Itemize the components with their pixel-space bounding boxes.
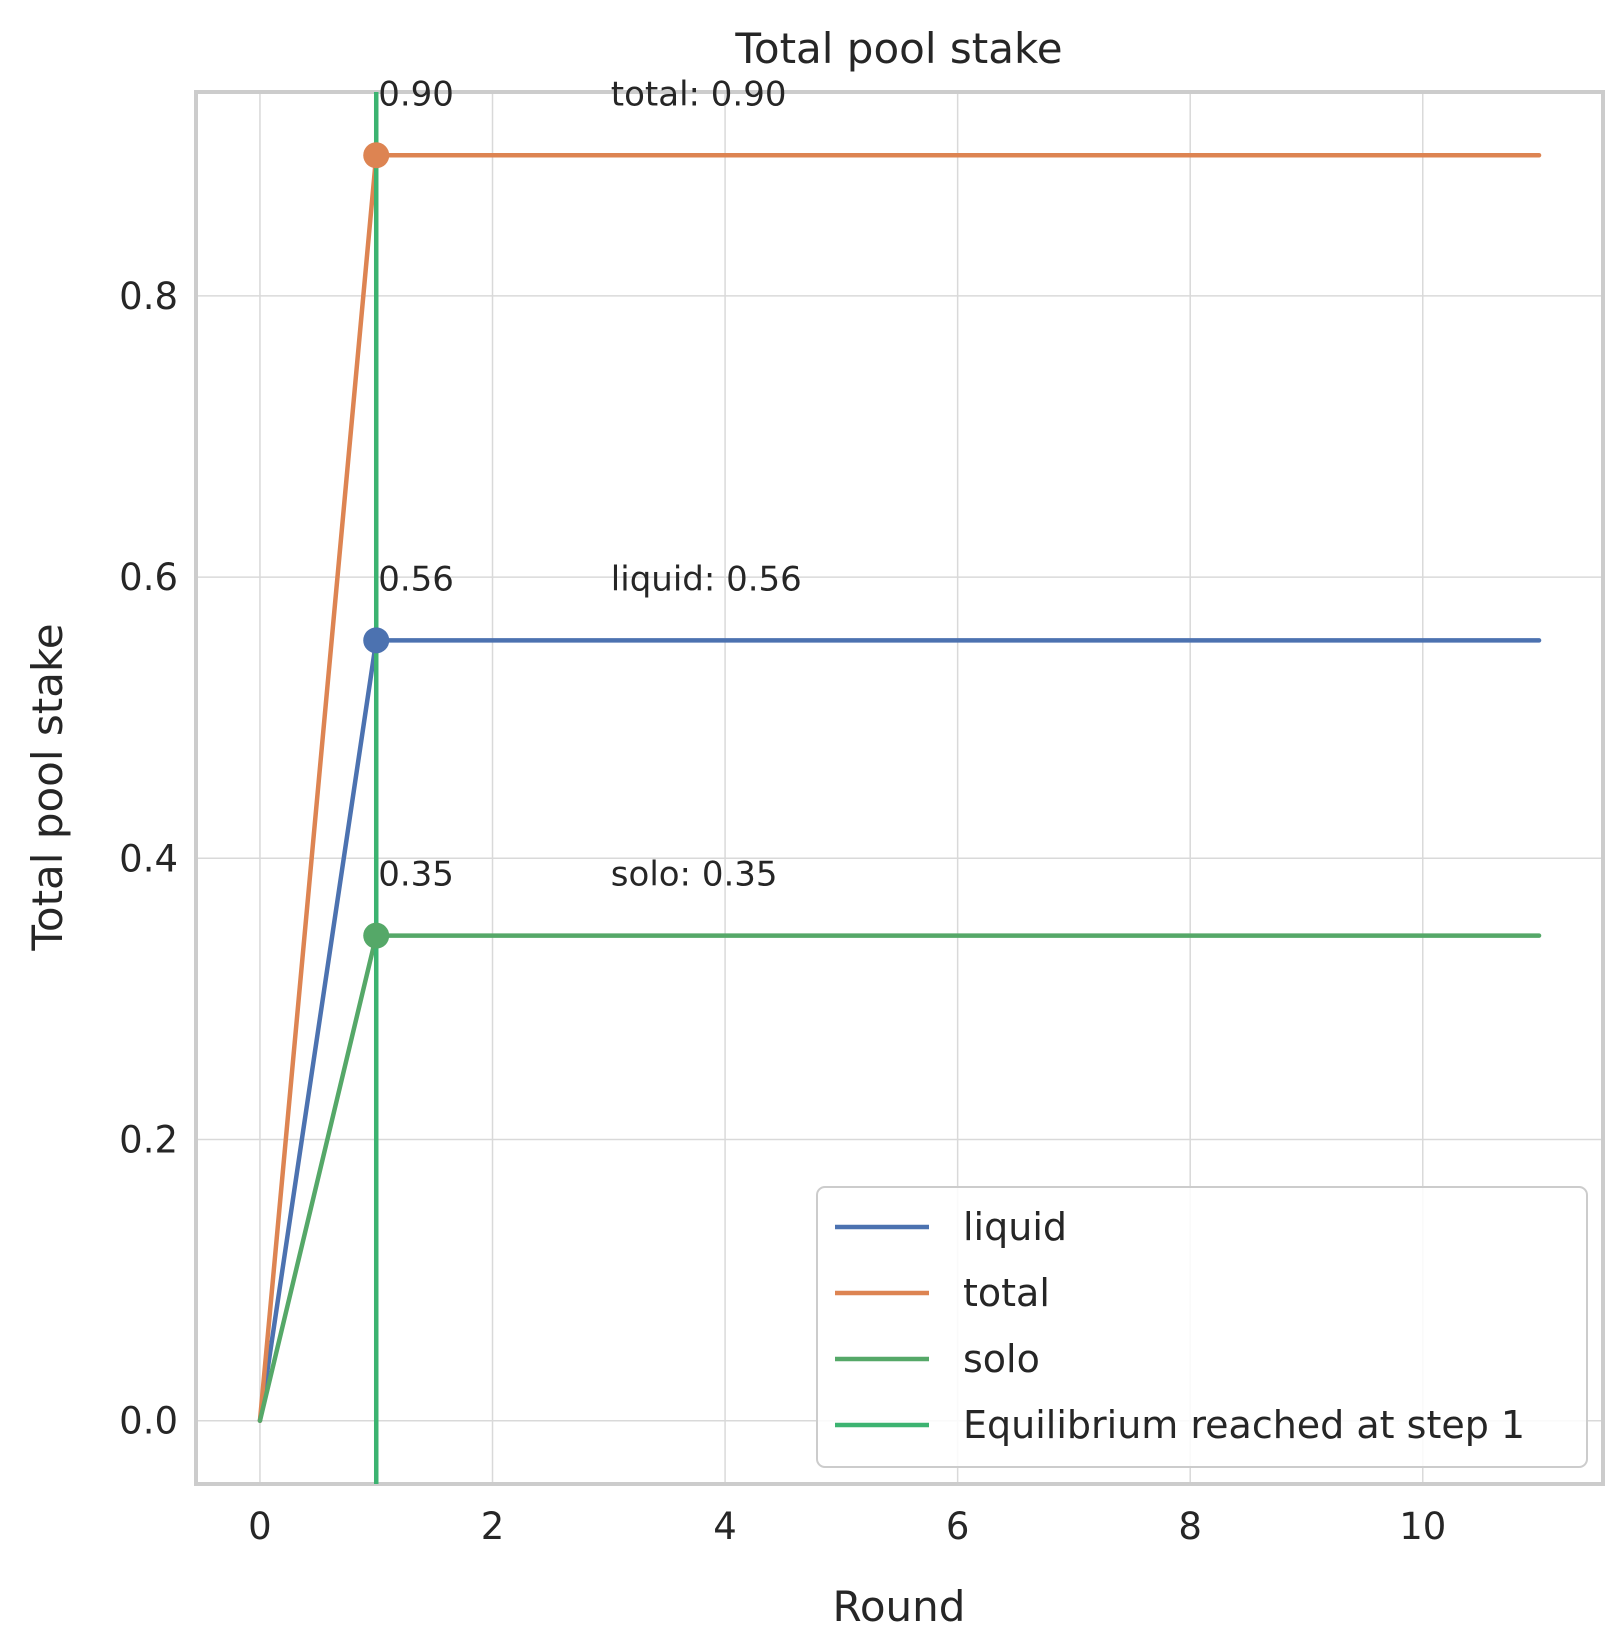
annotation-label: liquid: 0.56 — [611, 559, 802, 599]
legend-box — [816, 1186, 1588, 1468]
y-tick-label: 0.2 — [119, 1119, 178, 1162]
x-tick-label: 6 — [946, 1505, 970, 1548]
y-tick-label: 0.8 — [119, 275, 178, 318]
x-tick-label: 2 — [481, 1505, 505, 1548]
x-tick-label: 10 — [1399, 1505, 1446, 1548]
y-tick-label: 0.4 — [119, 837, 178, 880]
annotation-label: total: 0.90 — [611, 74, 787, 114]
annotation-label: 0.35 — [378, 855, 454, 895]
annotations: 0.90 total: 0.90 0.56 liquid: 0.56 0.35 solo:… — [378, 74, 802, 894]
x-tick-label: 4 — [713, 1505, 737, 1548]
annotation-label: 0.56 — [378, 559, 454, 599]
marker-liquid — [363, 627, 390, 654]
series-lines — [257, 92, 1542, 1484]
series-line-solo — [257, 933, 1542, 1423]
legend-label: solo — [963, 1337, 1040, 1381]
marker-solo — [363, 922, 390, 949]
legend: liquid total solo Equilibrium reached at st… — [816, 1186, 1588, 1468]
y-tick-label: 0.6 — [119, 556, 178, 599]
legend-label: total — [963, 1271, 1050, 1315]
grid-lines — [196, 92, 1603, 1484]
y-tick-label: 0.0 — [119, 1400, 178, 1443]
chart-title: Total pool stake — [734, 24, 1062, 73]
plot-area-frame — [194, 90, 1605, 1486]
x-tick-label: 0 — [248, 1505, 272, 1548]
series-line-total — [257, 153, 1542, 1423]
legend-label: liquid — [963, 1205, 1067, 1249]
tick-labels: 0 2 4 6 8 10 0.0 0.2 0.4 0.6 0.8 — [119, 275, 1446, 1548]
marker-total — [363, 142, 390, 169]
legend-label: Equilibrium reached at step 1 — [963, 1403, 1525, 1447]
annotation-label: solo: 0.35 — [611, 855, 778, 895]
series-line-liquid — [257, 638, 1542, 1423]
x-tick-label: 8 — [1178, 1505, 1202, 1548]
y-axis-title: Total pool stake — [23, 623, 72, 951]
annotation-label: 0.90 — [378, 74, 454, 114]
x-axis-title: Round — [833, 1582, 966, 1631]
